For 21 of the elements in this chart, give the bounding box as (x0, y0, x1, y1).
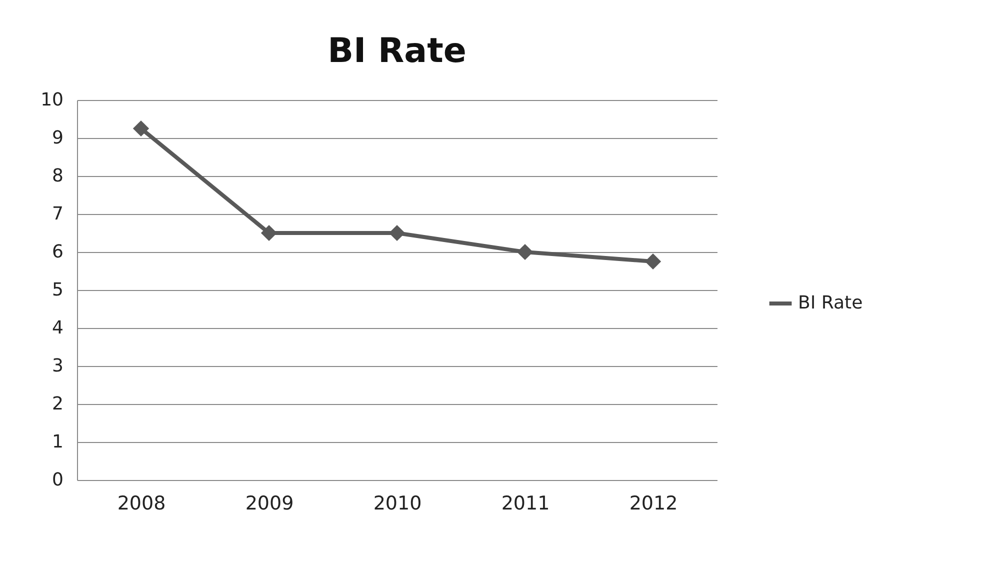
y-tick-label: 5 (52, 280, 64, 300)
y-tick-label: 0 (52, 470, 64, 490)
point (644, 253, 662, 270)
x-tick-label: 2008 (117, 492, 166, 514)
x-tick-label: 2010 (373, 492, 422, 514)
y-tick-label: 4 (52, 318, 64, 338)
y-tick-label: 3 (52, 356, 64, 376)
y-tick-label: 8 (52, 166, 64, 186)
y-tick-label: 6 (52, 242, 64, 262)
y-tick-label: 7 (52, 204, 64, 224)
x-tick-label: 2012 (629, 492, 678, 514)
y-tick-label: 10 (40, 90, 64, 110)
chart-title: BI Rate (328, 31, 466, 71)
x-tick-label: 2009 (245, 492, 294, 514)
point (132, 120, 150, 137)
y-tick-label: 1 (52, 432, 64, 452)
y-tick-label: 2 (52, 394, 64, 414)
legend-label: BI Rate (798, 292, 863, 314)
y-tick-label: 9 (52, 128, 64, 148)
point (516, 244, 534, 260)
x-tick-label: 2011 (501, 492, 550, 514)
